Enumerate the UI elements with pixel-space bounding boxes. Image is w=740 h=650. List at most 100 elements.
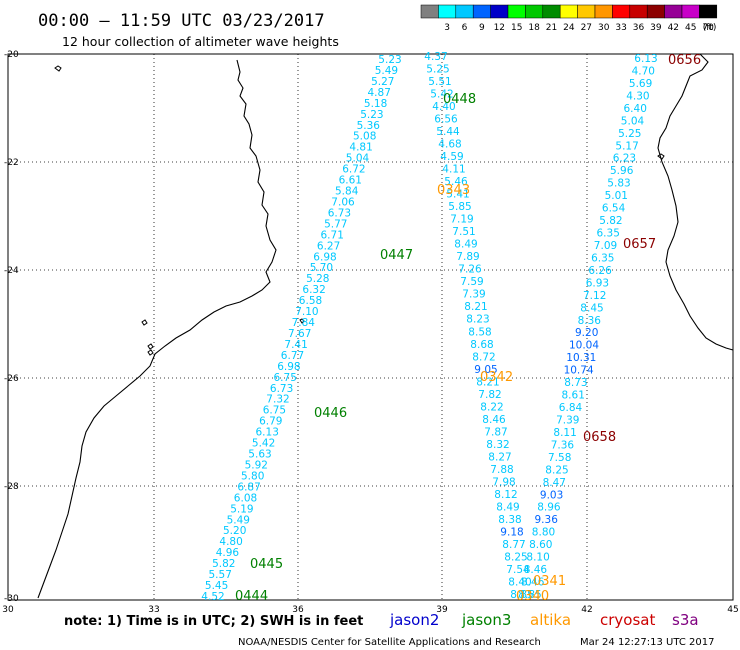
wave-height-value: 8.21 [476,376,499,388]
wave-height-value: 6.77 [281,350,304,362]
wave-height-value: 5.82 [212,558,235,570]
wave-height-value: 8.61 [562,390,585,402]
x-tick-label: 45 [727,605,738,615]
wave-height-value: 4.40 [432,101,455,113]
satellite-name: cryosat [600,611,655,629]
wave-height-value: 7.12 [583,290,606,302]
wave-height-value: 4.96 [216,547,240,559]
wave-height-value: 7.89 [456,251,479,263]
legend-label: 70 [702,23,714,33]
wave-height-value: 8.45 [580,302,603,314]
wave-height-value: 8.23 [466,314,489,326]
wave-height-value: 8.85 [510,589,533,601]
wave-height-value: 4.59 [440,151,463,163]
wave-height-value: 6.23 [613,153,636,165]
pass-time-label: 0447 [380,248,413,263]
wave-height-value: 8.85 [518,589,541,601]
wave-height-value: 4.37 [424,51,447,63]
wave-height-value: 5.69 [629,78,652,90]
wave-height-value: 5.36 [357,120,381,132]
wave-height-value: 8.58 [468,326,491,338]
wave-height-value: 8.10 [526,552,549,564]
wave-height-value: 8.12 [494,489,517,501]
wave-height-value: 5.42 [430,89,453,101]
x-tick-label: 42 [581,605,592,615]
satellite-name: jason3 [461,611,511,629]
legend-swatch [681,4,700,19]
legend-swatch [507,4,526,19]
wave-height-value: 5.42 [252,438,275,450]
wave-height-value: 7.67 [288,328,311,340]
legend-label: 33 [615,23,626,33]
x-tick-label: 30 [2,605,14,615]
wave-height-value: 7.10 [295,306,318,318]
satellite-legend: jason2 jason3 altika cryosat s3a [389,611,699,629]
legend-label: 3 [444,23,450,33]
wave-height-value: 8.60 [529,539,552,551]
wave-height-value: 5.57 [209,569,232,581]
wave-height-value: 8.49 [454,239,477,251]
wave-height-value: 5.82 [599,215,622,227]
wave-height-value: 10.74 [564,365,594,377]
wave-height-value: 6.32 [302,284,325,296]
wave-height-value: 9.20 [575,327,598,339]
wave-height-value: 5.17 [615,140,638,152]
page-title: 00:00 – 11:59 UTC 03/23/2017 [38,11,325,31]
legend-unit: (ft) [703,23,717,33]
color-legend: 3 6 9 12 15 18 21 24 27 30 33 36 39 42 45 70(ft) [420,4,718,33]
legend-label: 30 [598,23,610,33]
satellite-name: s3a [672,611,699,629]
page-subtitle: 12 hour collection of altimeter wave hei… [62,34,339,49]
pass-time-label: 0444 [235,589,268,604]
wave-height-value: 6.75 [274,372,297,384]
legend-swatch [664,4,683,19]
small-islands [54,65,665,356]
wave-height-value: 7.26 [458,264,482,276]
wave-height-value: 5.25 [426,64,449,76]
wave-height-value: 6.58 [299,295,322,307]
pass-time-label: 0446 [314,406,347,421]
wave-height-value: 5.04 [346,153,370,165]
wave-height-value: 9.05 [474,364,497,376]
legend-swatch [646,4,665,19]
wave-height-value: 5.41 [446,189,469,201]
footer-credit: NOAA/NESDIS Center for Satellite Applica… [238,637,541,648]
wave-height-value: 5.45 [205,580,228,592]
wave-height-value: 8.46 [521,577,545,589]
satellite-name: jason2 [389,611,439,629]
legend-label: 42 [668,23,679,33]
pass-time-label: 0448 [443,92,476,107]
wave-height-value: 6.26 [588,265,612,277]
wave-height-value: 8.32 [486,439,509,451]
wave-height-value: 4.68 [438,139,461,151]
y-tick-label: -28 [4,482,19,492]
wave-height-value: 8.40 [508,577,531,589]
legend-swatch [594,4,613,19]
legend-swatch [438,4,457,19]
legend-swatch [490,4,509,19]
wave-height-value: 9.18 [500,526,523,538]
wave-height-value: 7.39 [556,415,579,427]
wave-height-value: 5.77 [324,218,347,230]
wave-height-value: 4.80 [219,536,242,548]
wave-height-value: 8.49 [496,501,519,513]
wave-height-value: 7.84 [292,317,316,329]
wave-height-value: 5.20 [223,525,246,537]
wave-height-value: 5.85 [448,201,471,213]
y-tick-label: -24 [4,266,19,276]
wave-height-value: 8.22 [480,401,503,413]
wave-height-value: 5.19 [230,503,253,515]
y-tick-label: -20 [4,50,19,60]
wave-height-value: 4.81 [349,142,372,154]
y-tick-label: -30 [4,594,19,604]
legend-label: 9 [479,23,485,33]
legend-label: 12 [494,23,505,33]
legend-swatch [699,4,718,19]
wave-height-value: 5.49 [375,65,398,77]
wave-height-value: 6.98 [313,251,336,263]
track-b: 4.375.255.515.424.406.565.444.684.594.11… [424,51,533,601]
wave-height-value: 6.84 [559,402,583,414]
pass-time-label: 0340 [516,589,549,604]
legend-label: 21 [546,23,557,33]
legend-label: 6 [462,23,468,33]
